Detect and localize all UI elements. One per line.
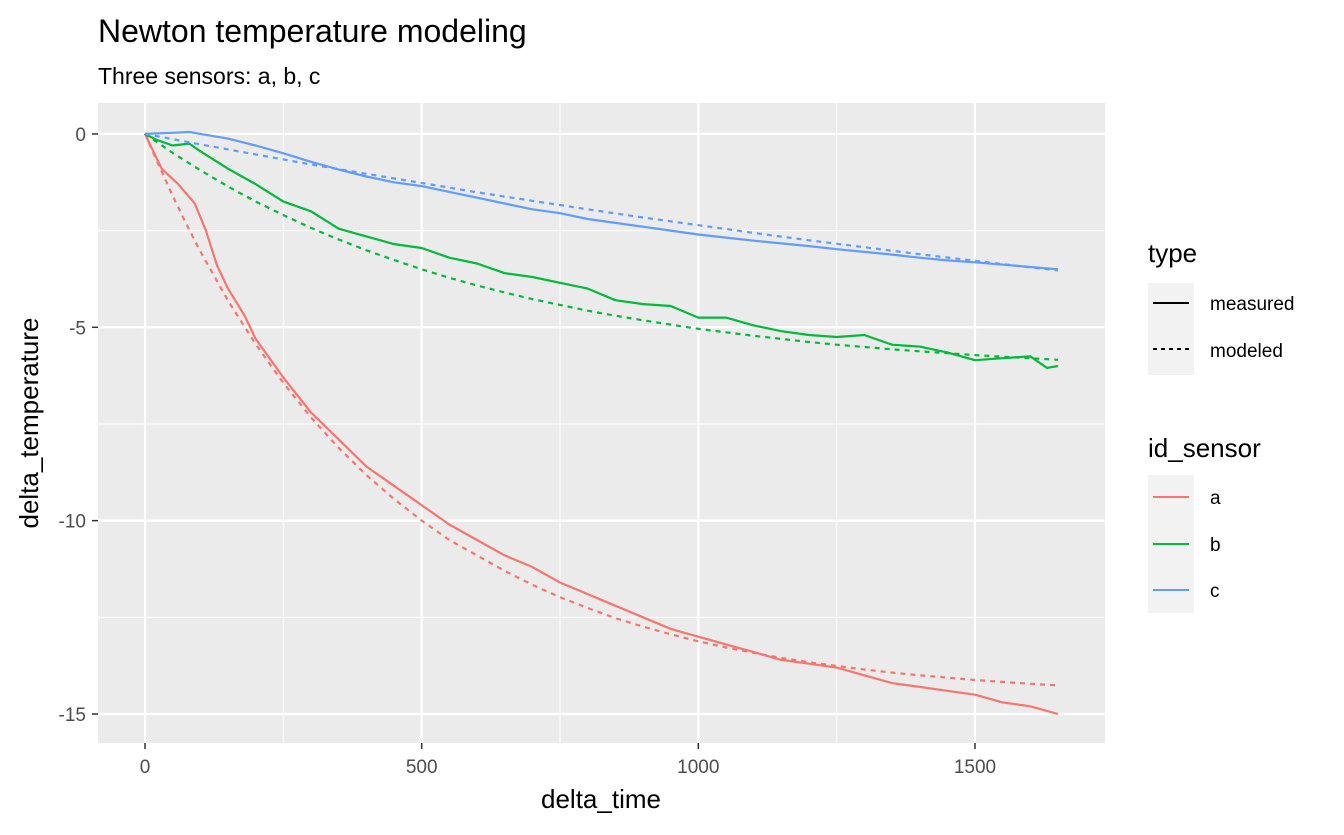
- legend-label-b: b: [1210, 535, 1221, 556]
- x-tick-label: 0: [140, 757, 151, 778]
- x-tick-label: 1500: [954, 757, 996, 778]
- series-a-modeled: [143, 133, 1059, 687]
- series-lines: [143, 130, 1059, 716]
- series-b-modeled: [144, 132, 1059, 361]
- x-axis-ticks: 0 500 1000 1500: [140, 743, 996, 778]
- x-tick-label: 500: [406, 757, 438, 778]
- x-tick-label: 1000: [677, 757, 719, 778]
- y-tick-label: -15: [59, 705, 86, 726]
- legend-key-modeled-bg: [1148, 329, 1194, 375]
- series-c-measured: [144, 130, 1059, 271]
- legend-type: type measured modeled: [1148, 238, 1295, 375]
- legend-type-title: type: [1148, 238, 1197, 268]
- legend-label-modeled: modeled: [1210, 341, 1283, 362]
- y-tick-label: 0: [75, 125, 86, 146]
- x-axis-title: delta_time: [541, 784, 661, 814]
- legend-id-sensor: id_sensor a b c: [1148, 433, 1261, 613]
- legend-label-a: a: [1210, 488, 1221, 509]
- y-axis-ticks: 0 -5 -10 -15: [59, 125, 98, 726]
- grid-lines: [98, 103, 1105, 743]
- legend-label-c: c: [1210, 581, 1220, 602]
- legend-sensor-title: id_sensor: [1148, 433, 1261, 463]
- legend-key-measured-bg: [1148, 283, 1194, 329]
- y-axis-title: delta_temperature: [14, 317, 44, 528]
- plot-panel: [98, 103, 1105, 743]
- chart-title: Newton temperature modeling: [98, 13, 527, 49]
- series-c-modeled: [144, 132, 1059, 272]
- y-tick-label: -5: [69, 318, 86, 339]
- legend-label-measured: measured: [1210, 294, 1295, 315]
- chart-subtitle: Three sensors: a, b, c: [98, 63, 320, 89]
- series-b-measured: [144, 132, 1059, 369]
- y-tick-label: -10: [59, 512, 86, 533]
- series-a-measured: [144, 133, 1059, 716]
